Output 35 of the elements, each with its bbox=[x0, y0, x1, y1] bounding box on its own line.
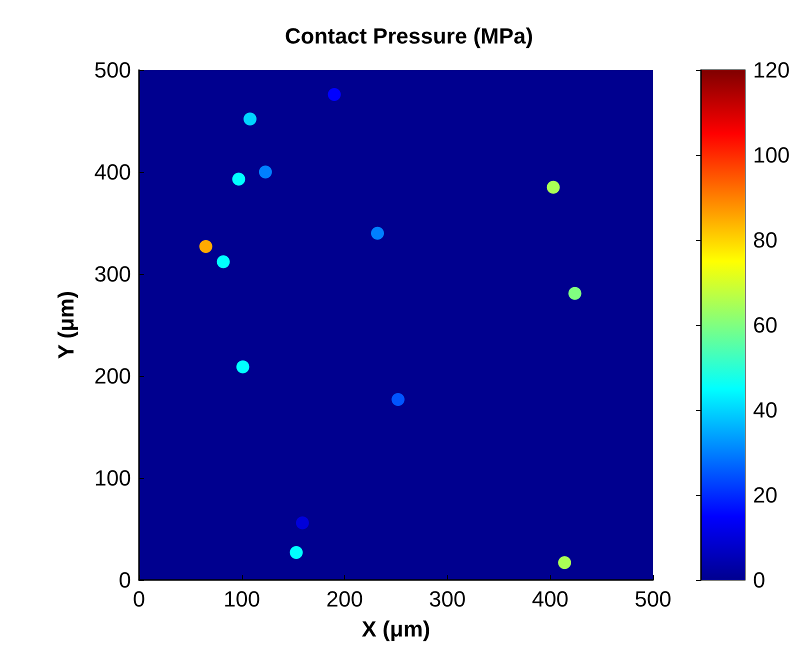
point bbox=[244, 112, 257, 126]
point bbox=[258, 166, 272, 178]
point bbox=[558, 556, 572, 570]
color-bar-label: 100 bbox=[753, 142, 790, 168]
color-bar-label: 60 bbox=[753, 312, 778, 338]
color-bar-label: 120 bbox=[753, 58, 790, 82]
y-tick-label: 0 bbox=[118, 568, 131, 592]
point bbox=[392, 392, 405, 406]
x-tick-label: 300 bbox=[429, 586, 466, 612]
point bbox=[216, 255, 230, 268]
point bbox=[236, 360, 250, 374]
point bbox=[199, 240, 212, 253]
point bbox=[290, 546, 303, 559]
color-bar-label: 20 bbox=[753, 482, 778, 508]
chart-title: Contact Pressure (MPa) bbox=[284, 24, 534, 48]
point bbox=[568, 286, 582, 300]
y-tick-label: 500 bbox=[94, 58, 131, 82]
x-axis-title: X (μm) bbox=[362, 616, 430, 642]
x-tick-label: 200 bbox=[326, 586, 363, 612]
color-bar-label: 0 bbox=[753, 568, 766, 592]
point bbox=[328, 88, 341, 101]
point bbox=[546, 180, 560, 194]
y-axis-title: Y (μm) bbox=[54, 290, 78, 360]
color-bar-label: 80 bbox=[753, 228, 778, 252]
x-tick-label: 400 bbox=[532, 586, 569, 612]
color-bar-label: 40 bbox=[753, 398, 778, 422]
x-tick-label: 500 bbox=[634, 586, 672, 612]
y-tick-label: 100 bbox=[94, 466, 131, 490]
point bbox=[296, 516, 309, 530]
x-tick-label: 100 bbox=[223, 586, 260, 612]
y-tick-label: 400 bbox=[94, 160, 131, 184]
y-tick-label: 200 bbox=[94, 364, 131, 388]
point bbox=[232, 172, 246, 186]
y-tick-label: 300 bbox=[94, 262, 131, 286]
point bbox=[371, 226, 384, 240]
